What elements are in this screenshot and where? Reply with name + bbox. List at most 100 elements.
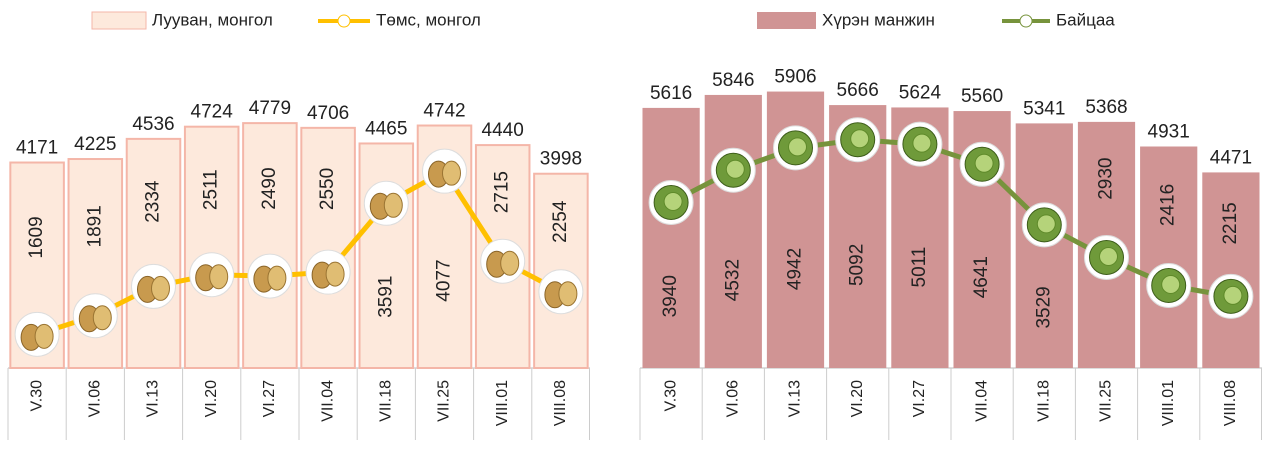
bar (243, 123, 297, 368)
bar-value-label: 4724 (191, 102, 234, 123)
x-tick-label: VII.04 (319, 380, 336, 422)
cabbage (664, 192, 682, 210)
bar (1140, 146, 1197, 368)
line-marker (649, 180, 693, 224)
bar (705, 95, 762, 368)
legend-label: Лууван, монгол (152, 10, 273, 29)
line-value-label: 3591 (375, 276, 396, 318)
line-value-label: 2254 (550, 200, 571, 243)
line-marker (481, 239, 525, 283)
x-tick-label: VIII.01 (1160, 380, 1177, 426)
line-marker (774, 126, 818, 170)
line-value-label: 4942 (785, 248, 806, 290)
x-tick-label: VII.04 (973, 380, 990, 422)
line-value-label: 4641 (971, 256, 992, 298)
line-marker (423, 149, 467, 193)
line-marker (539, 270, 583, 314)
potato (268, 266, 286, 290)
x-tick-label: VI.06 (725, 380, 742, 417)
potato (93, 306, 111, 330)
x-tick-label: VI.13 (145, 380, 162, 417)
line-marker (132, 264, 176, 308)
legend-swatch (92, 12, 146, 29)
bar-value-label: 5666 (837, 80, 879, 101)
line-marker (1209, 274, 1253, 318)
bar-value-label: 5624 (899, 82, 942, 103)
potato (384, 193, 402, 217)
potato (559, 282, 577, 306)
potato (326, 262, 344, 286)
cabbage (1100, 247, 1118, 265)
line-value-label: 2511 (201, 169, 222, 210)
legend-label: Байцаа (1056, 10, 1115, 29)
bar (185, 127, 239, 368)
line-value-label: 2490 (259, 167, 280, 209)
potato (501, 251, 519, 275)
bar-value-label: 4171 (16, 138, 58, 159)
line-marker (15, 312, 59, 356)
x-tick-label: VII.18 (378, 380, 395, 422)
line-value-label: 3940 (660, 275, 681, 317)
line-value-label: 2334 (143, 180, 164, 223)
chart-page: Лууван, монгол Төмс, монгол 4171 V.30 4225 VI… (0, 0, 1262, 448)
cabbage (1224, 286, 1242, 304)
line-value-label: 2715 (492, 171, 513, 213)
potato (210, 265, 228, 289)
line-marker (1085, 235, 1129, 279)
line-marker (1147, 263, 1191, 307)
x-tick-label: VI.20 (203, 380, 220, 417)
cabbage (851, 130, 869, 148)
bar-value-label: 4931 (1148, 122, 1190, 143)
x-tick-label: VII.25 (1098, 380, 1115, 422)
line-marker (711, 148, 755, 192)
line-value-label: 2215 (1220, 202, 1241, 244)
x-tick-label: VI.06 (87, 380, 104, 417)
x-tick-label: VII.18 (1036, 380, 1053, 422)
x-tick-label: VI.27 (911, 380, 928, 417)
x-tick-label: VI.13 (787, 380, 804, 417)
legend-label: Хүрэн манжин (822, 10, 935, 29)
line-marker (306, 250, 350, 294)
x-tick-label: VI.27 (261, 380, 278, 417)
bar-value-label: 4440 (482, 120, 524, 141)
x-tick-label: VIII.01 (494, 380, 511, 426)
line-value-label: 1891 (84, 205, 105, 247)
line-value-label: 4532 (722, 259, 743, 301)
x-tick-label: VII.25 (436, 380, 453, 422)
line-value-label: 2416 (1158, 184, 1179, 226)
line-value-label: 2550 (317, 168, 338, 210)
bar-value-label: 4706 (307, 103, 349, 124)
cabbage (726, 160, 744, 178)
line-marker (73, 294, 117, 338)
bar-value-label: 5368 (1085, 97, 1127, 118)
line-marker (960, 142, 1004, 186)
line-value-label: 5092 (847, 244, 868, 286)
cabbage (1037, 215, 1055, 233)
bar (360, 143, 414, 368)
line-marker (364, 181, 408, 225)
bar-value-label: 3998 (540, 149, 582, 170)
cabbage (975, 154, 993, 172)
line-value-label: 5011 (909, 247, 930, 288)
cabbage (913, 134, 931, 152)
line-marker (190, 253, 234, 297)
x-tick-label: V.30 (662, 380, 679, 412)
legend-label: Төмс, монгол (376, 10, 481, 29)
bar-value-label: 4225 (74, 134, 116, 155)
potato (152, 276, 170, 300)
potato (443, 161, 461, 185)
bar-value-label: 4742 (423, 101, 465, 122)
bar (1202, 172, 1259, 368)
line-marker (836, 118, 880, 162)
bar-value-label: 4465 (365, 118, 407, 139)
bar-value-label: 5616 (650, 83, 692, 104)
line-value-label: 2930 (1096, 158, 1117, 200)
bar (642, 108, 699, 368)
line-value-label: 1609 (26, 216, 47, 258)
x-tick-label: V.30 (28, 380, 45, 412)
cabbage (1162, 275, 1180, 293)
line-marker (1022, 203, 1066, 247)
legend-marker (338, 15, 350, 27)
line-marker (898, 122, 942, 166)
bar-value-label: 4471 (1210, 147, 1252, 168)
